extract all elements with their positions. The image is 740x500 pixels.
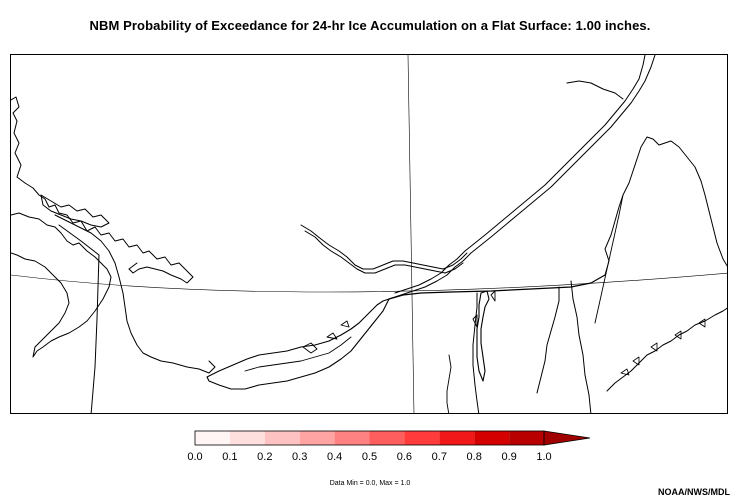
map-canvas xyxy=(11,55,727,413)
data-range-note: Data Min = 0.0, Max = 1.0 xyxy=(329,480,411,487)
ottawa-river xyxy=(300,224,468,270)
us-canada-border xyxy=(388,274,606,300)
probability-colorbar xyxy=(194,430,591,446)
hudson-river xyxy=(446,354,452,413)
colorbar-tick-label: 0.0 xyxy=(187,451,203,463)
maine-coast xyxy=(606,307,727,392)
colorbar-tick-label: 0.6 xyxy=(396,451,413,463)
maine-border xyxy=(604,136,727,276)
colorbar-extend-arrow xyxy=(543,430,591,446)
colorbar-tick-label: 1.0 xyxy=(536,451,552,463)
vt-nh-border xyxy=(536,286,560,394)
map-panel xyxy=(10,54,728,414)
manitoulin-island xyxy=(40,194,110,228)
colorbar-cell xyxy=(264,431,300,445)
colorbar-cell xyxy=(299,431,335,445)
map-title: NBM Probability of Exceedance for 24-hr … xyxy=(89,18,651,33)
colorbar-cell xyxy=(229,431,265,445)
georgian-bay-shoreline xyxy=(11,212,112,358)
thousand-islands xyxy=(302,320,350,354)
lake-ontario-north-shore xyxy=(244,336,352,372)
lake-ontario-shoreline xyxy=(206,298,390,390)
ottawa-river-south-bank xyxy=(304,230,464,274)
longitude-line xyxy=(407,55,415,413)
saguenay-river xyxy=(566,80,624,100)
credit-text: NOAA/NWS/MDL xyxy=(658,487,730,497)
latitude-line xyxy=(11,272,727,293)
ny-vt-border xyxy=(472,292,480,413)
colorbar-tick-label: 0.3 xyxy=(292,451,308,463)
bruce-peninsula xyxy=(54,214,216,374)
colorbar-tick-label: 0.7 xyxy=(431,451,447,463)
colorbar-tick-label: 0.5 xyxy=(361,451,378,463)
colorbar-cell xyxy=(474,431,510,445)
nh-maine-border xyxy=(570,280,592,413)
colorbar-tick-label: 0.1 xyxy=(222,451,238,463)
colorbar-cell xyxy=(334,431,370,445)
colorbar-cell xyxy=(369,431,405,445)
st-lawrence-river-south xyxy=(388,55,656,300)
lake-huron-shoreline xyxy=(11,96,194,284)
colorbar-cell xyxy=(439,431,475,445)
lake-champlain xyxy=(476,290,490,382)
maine-coast-islands xyxy=(620,318,706,376)
colorbar-tick-label: 0.8 xyxy=(466,451,482,463)
colorbar-cell xyxy=(509,431,544,445)
colorbar-tick-label: 0.4 xyxy=(326,451,343,463)
colorbar-cell xyxy=(195,431,230,445)
st-lawrence-river-north xyxy=(394,55,646,294)
boundary-line xyxy=(58,224,100,413)
penobscot-river xyxy=(594,194,624,324)
colorbar-cell xyxy=(404,431,440,445)
colorbar-tick-label: 0.2 xyxy=(257,451,273,463)
colorbar-tick-label: 0.9 xyxy=(501,451,517,463)
